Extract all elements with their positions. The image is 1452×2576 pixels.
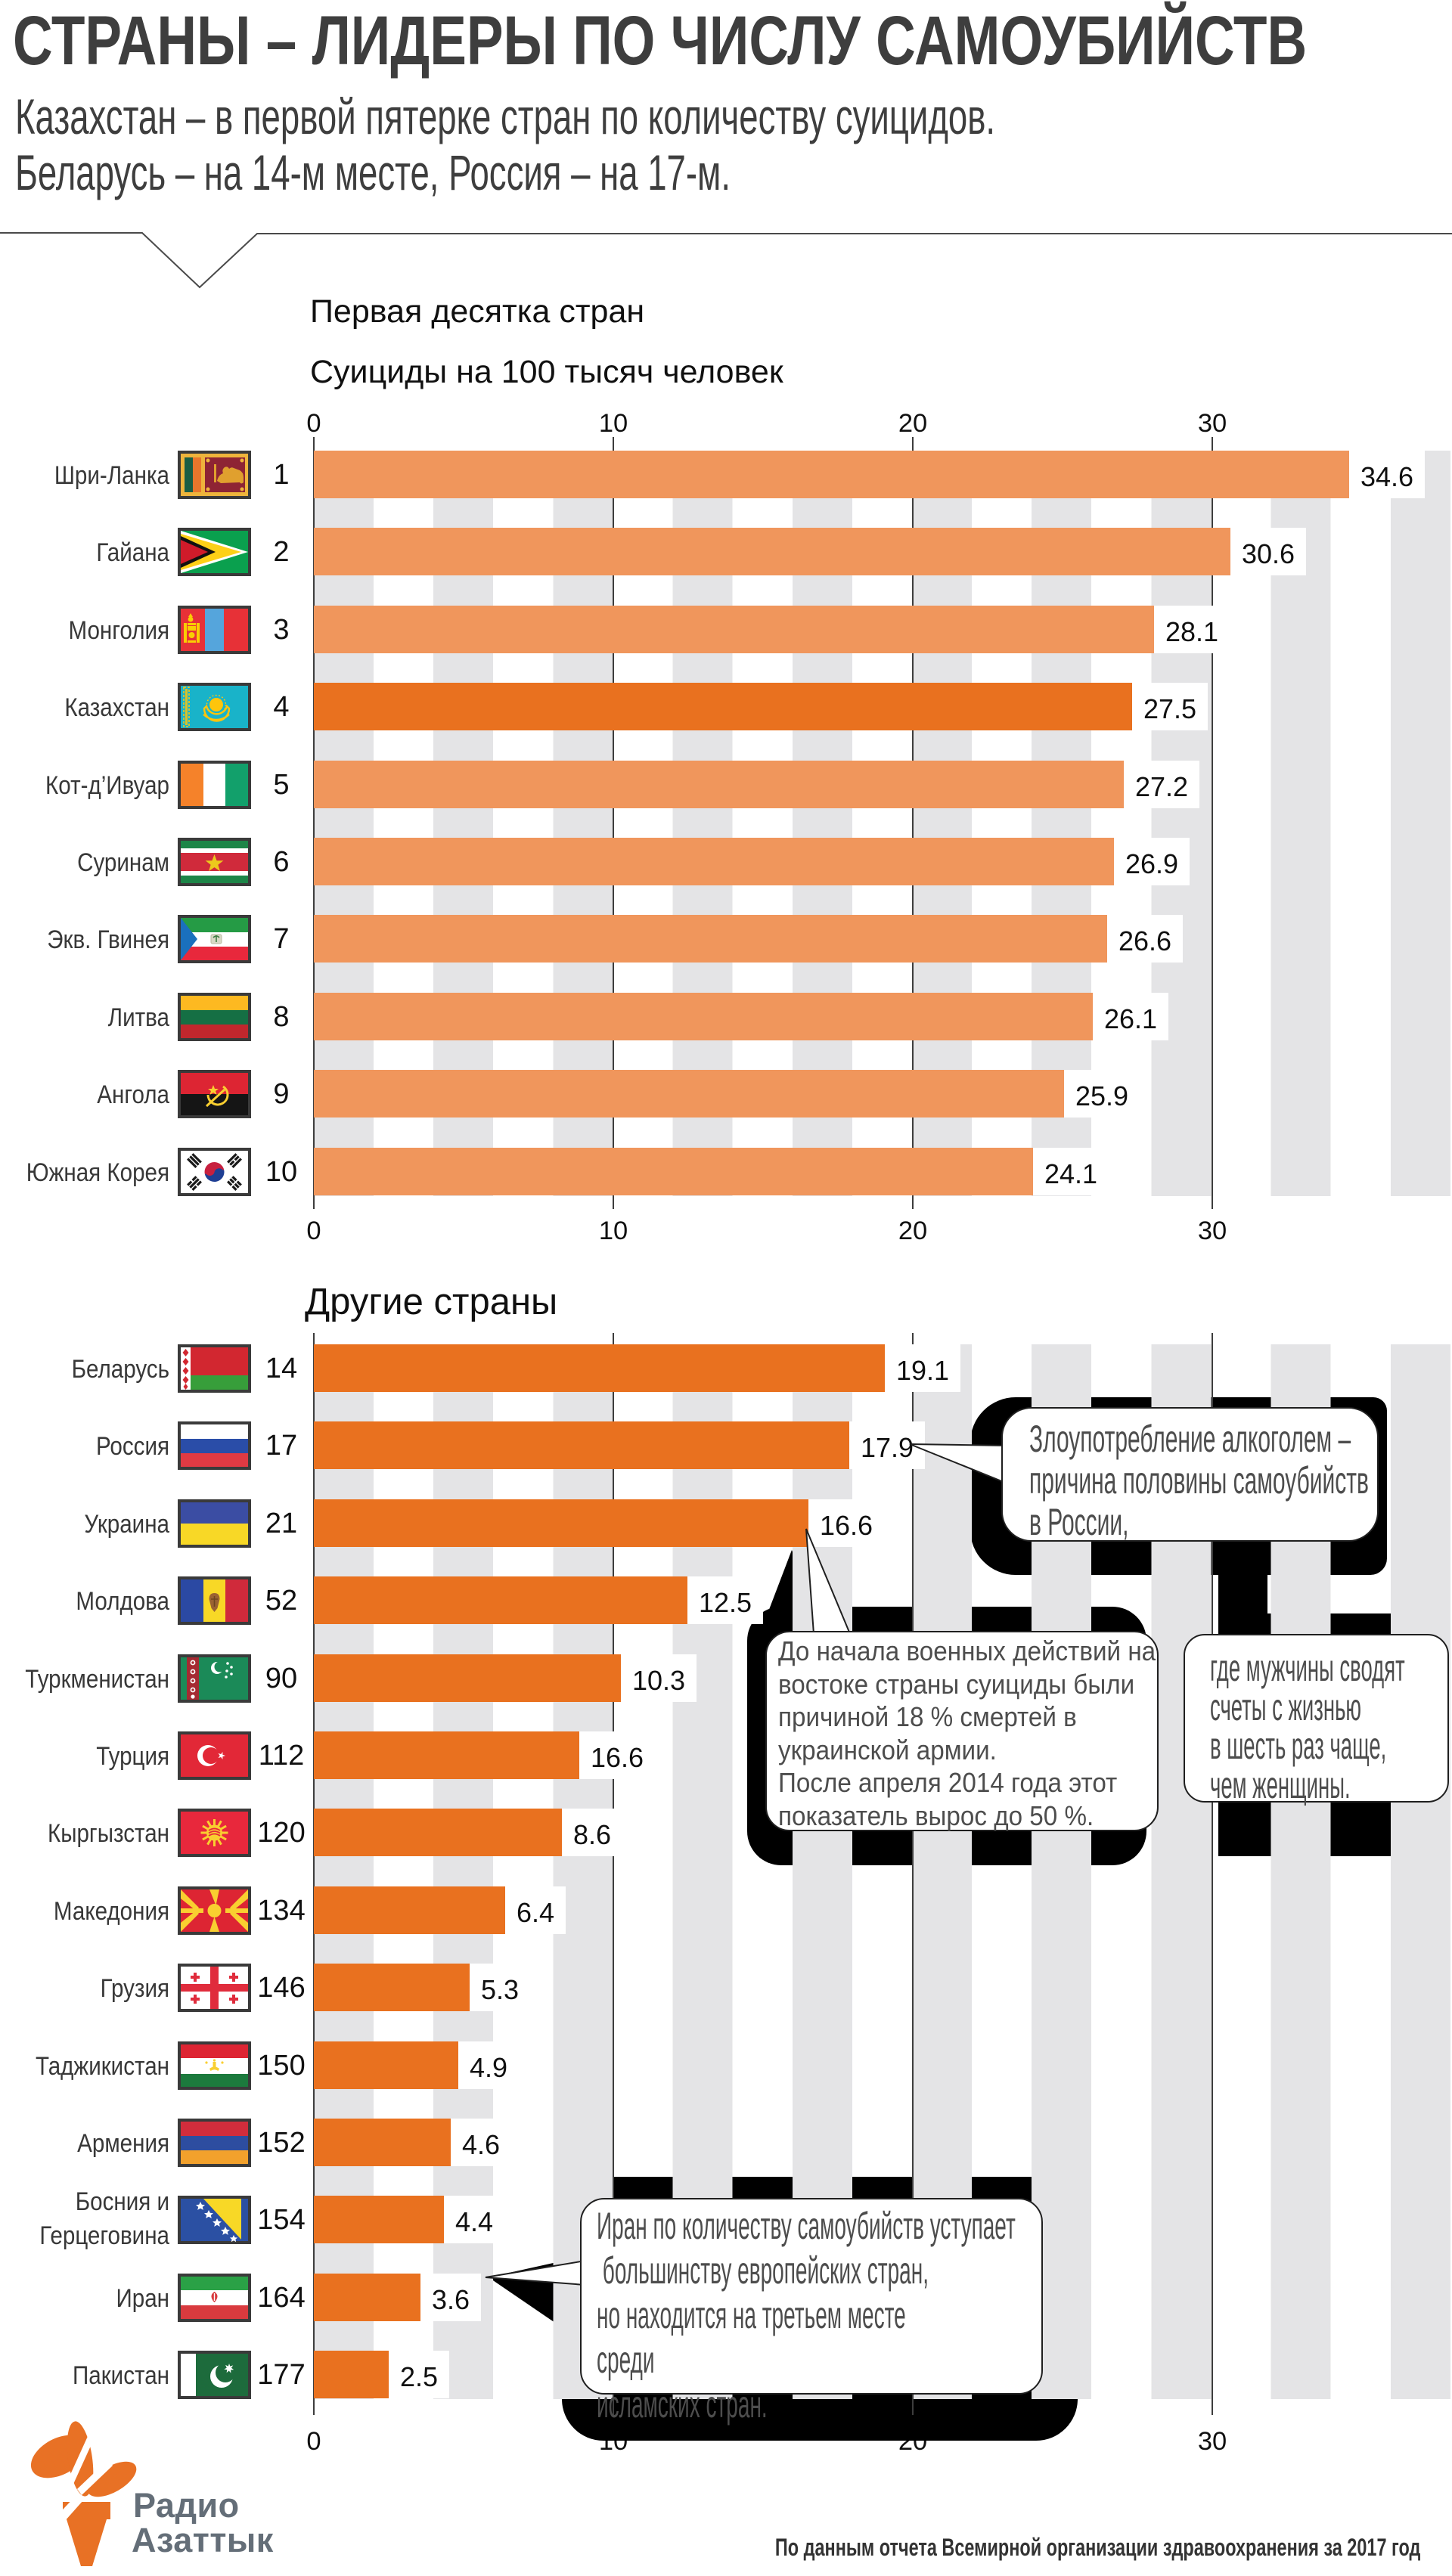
svg-text:Радио: Радио — [133, 2486, 240, 2525]
svg-text:Азаттык: Азаттык — [132, 2521, 274, 2559]
